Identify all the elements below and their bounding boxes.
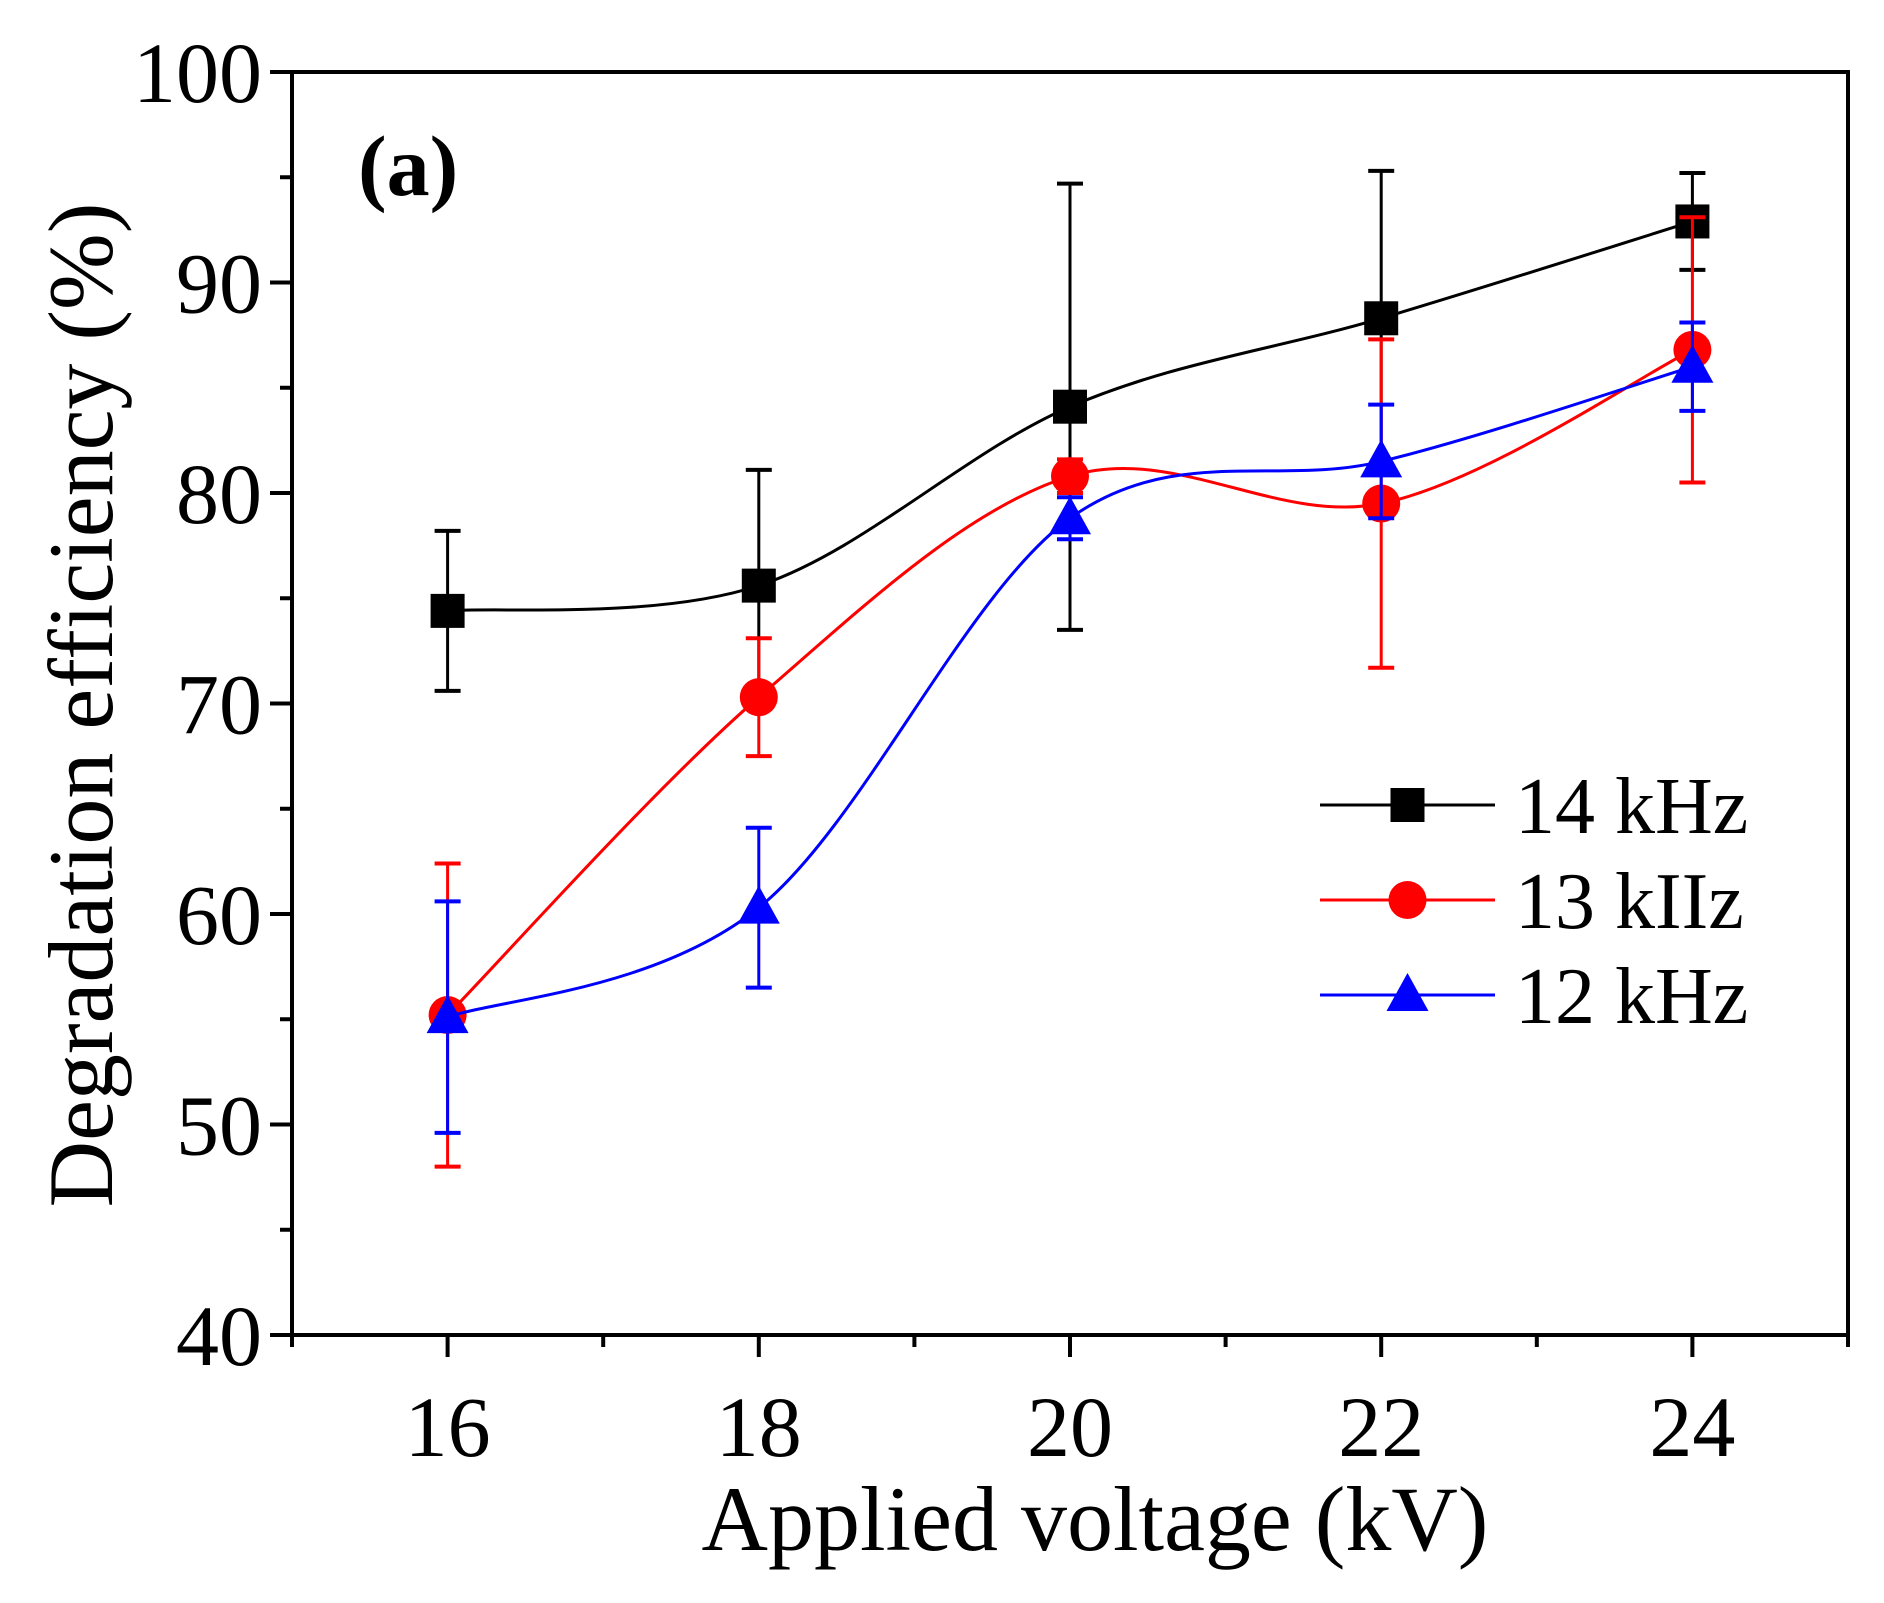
legend-item-14khz: 14 kHz [1320, 763, 1748, 851]
x-tick-label: 22 [1338, 1379, 1424, 1475]
data-point [739, 678, 778, 717]
y-tick-label: 100 [133, 25, 262, 121]
data-point [737, 885, 780, 924]
x-tick-label: 16 [405, 1379, 491, 1475]
y-tick-label: 90 [176, 236, 262, 332]
legend-label: 12 kHz [1515, 953, 1748, 1041]
series-12khz [426, 320, 1714, 1135]
y-tick-label: 60 [176, 867, 262, 963]
legend-marker [1390, 788, 1425, 822]
data-point [1049, 496, 1091, 535]
y-tick-label: 80 [176, 446, 262, 542]
data-point [1671, 344, 1714, 383]
y-tick-label: 50 [176, 1078, 262, 1174]
series-13khz [428, 215, 1712, 1169]
data-point [1360, 439, 1403, 478]
legend-marker [1386, 973, 1429, 1011]
x-tick-label: 24 [1649, 1379, 1735, 1475]
x-axis-label: Applied voltage (kV) [702, 1468, 1489, 1570]
x-tick-label: 20 [1027, 1379, 1113, 1475]
legend-label: 13 kIIz [1515, 858, 1744, 946]
data-point [1053, 389, 1087, 424]
data-point [430, 593, 465, 628]
data-point [1364, 301, 1399, 336]
x-tick-label: 18 [716, 1379, 802, 1475]
legend-item-12khz: 12 kHz [1320, 953, 1748, 1041]
legend-marker [1388, 881, 1427, 919]
axes: 40 50 60 70 80 90 100 16 18 20 22 24 [133, 25, 1850, 1475]
y-tick-label: 70 [176, 657, 262, 753]
panel-label: (a) [358, 118, 458, 214]
data-point [426, 995, 469, 1034]
y-axis-label: Degradation efficiency (%) [30, 203, 132, 1208]
y-tick-label: 40 [176, 1288, 262, 1384]
legend-item-13khz: 13 kIIz [1320, 858, 1744, 946]
data-point [741, 568, 776, 603]
plot-area [426, 168, 1714, 1169]
data-point [1051, 457, 1089, 496]
legend-label: 14 kHz [1515, 763, 1748, 851]
